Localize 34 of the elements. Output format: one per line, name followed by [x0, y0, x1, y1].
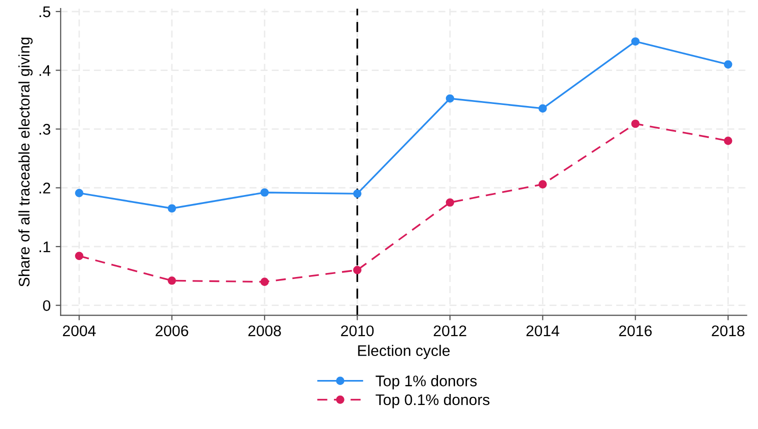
point	[538, 104, 547, 113]
y-tick-label: .1	[40, 242, 50, 252]
point	[168, 276, 176, 285]
point	[168, 204, 176, 213]
x-tick-label: 2010	[341, 325, 374, 336]
x-tick-label: 2004	[62, 325, 96, 336]
point	[631, 120, 640, 128]
legend-label: Top 1% donors	[376, 375, 477, 390]
x-tick-label: 2016	[619, 325, 652, 336]
point	[724, 136, 732, 145]
y-tick-label: 0	[43, 300, 50, 312]
point	[353, 190, 362, 198]
point	[75, 252, 84, 260]
y-tick-label: .2	[40, 182, 50, 194]
y-tick-label: .3	[40, 124, 50, 135]
y-axis-title: Share of all traceable electoral giving	[18, 38, 33, 287]
x-tick-label: 2006	[156, 325, 188, 336]
point	[353, 266, 362, 274]
point	[260, 278, 269, 286]
point	[724, 60, 732, 69]
point	[538, 180, 547, 188]
point	[631, 37, 640, 46]
y-tick-label: .4	[40, 65, 50, 76]
x-tick-label: 2008	[248, 325, 281, 336]
point	[260, 188, 269, 197]
x-tick-label: 2018	[712, 325, 744, 336]
x-tick-label: 2014	[526, 325, 560, 336]
point	[446, 94, 454, 103]
x-tick-label: 2012	[434, 325, 466, 336]
y-tick-label: .5	[40, 6, 50, 18]
x-axis-title: Election cycle	[358, 344, 450, 360]
point	[446, 198, 454, 207]
point	[75, 188, 84, 198]
legend-label: Top 0.1% donors	[376, 394, 490, 408]
